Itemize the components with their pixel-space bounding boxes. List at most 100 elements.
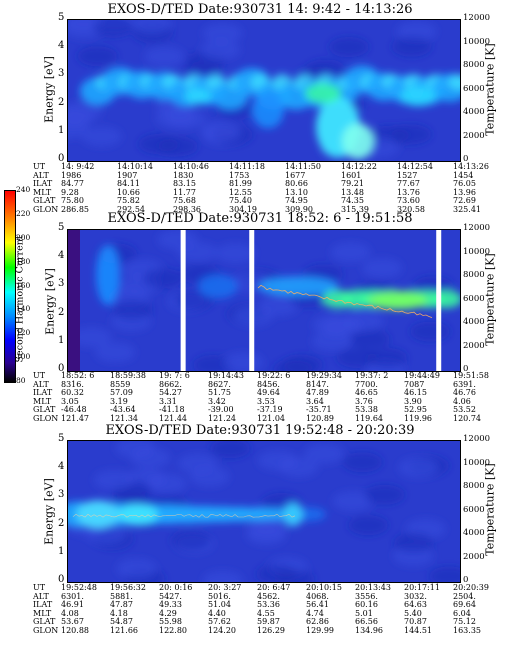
table-cell: 4.40 <box>208 608 226 618</box>
table-cell: 10.66 <box>117 187 140 197</box>
table-cell: 121.66 <box>110 626 138 635</box>
table-row-label: UT <box>33 371 46 380</box>
colorbar-tick-label: 220 <box>16 208 31 218</box>
table-cell: 5016. <box>208 591 231 601</box>
table-cell: 51.04 <box>208 600 231 610</box>
table-cell: 3.90 <box>404 396 422 406</box>
table-cell: 14:11:18 <box>229 162 265 171</box>
table-row-label: UT <box>33 583 46 592</box>
table-cell: 75.80 <box>61 196 84 206</box>
table-cell: 52.95 <box>404 405 427 415</box>
table-cell: 5.40 <box>404 608 422 618</box>
temperature-tick-label: 0 <box>463 364 469 374</box>
table-cell: 14:13:26 <box>453 162 489 171</box>
table-cell: 1907 <box>117 170 138 180</box>
table-cell: 3.42 <box>208 396 226 406</box>
intensity-blob <box>396 21 437 42</box>
panel2-plot <box>67 229 461 372</box>
table-cell: 1601 <box>341 170 362 180</box>
table-cell: 75.40 <box>229 196 252 206</box>
intensity-blob <box>448 74 460 91</box>
table-cell: 1830 <box>173 170 194 180</box>
table-cell: 47.89 <box>306 388 329 398</box>
spectrogram-layer <box>68 441 460 582</box>
foreground-marks <box>68 230 442 371</box>
panel2-ylabel: Energy [eV] <box>43 268 57 335</box>
table-cell: 81.99 <box>229 179 252 189</box>
intensity-blob <box>343 311 384 332</box>
table-cell: 47.87 <box>110 600 133 610</box>
intensity-blob <box>118 503 158 526</box>
table-cell: 14:12:54 <box>397 162 433 171</box>
table-row-label: ALT <box>33 379 49 389</box>
table-cell: 74.35 <box>341 196 364 206</box>
intensity-blob <box>336 347 377 368</box>
table-cell: 4.18 <box>110 608 128 618</box>
table-cell: 7087 <box>404 379 425 389</box>
table-cell: 2504. <box>453 591 476 601</box>
table-cell: -43.64 <box>110 405 136 415</box>
table-cell: 315.39 <box>341 205 369 214</box>
table-cell: 14:11:50 <box>285 162 321 171</box>
table-cell: 1677 <box>285 170 306 180</box>
temperature-tick-label: 6000 <box>463 504 485 515</box>
intensity-blob <box>391 36 432 57</box>
table-cell: 57.62 <box>208 617 231 627</box>
table-cell: 126.29 <box>257 626 285 635</box>
intensity-blob <box>200 39 241 60</box>
table-cell: 13.48 <box>341 187 364 197</box>
table-cell: 4068. <box>306 591 329 601</box>
intensity-blob <box>328 37 369 58</box>
table-row-label: ALT <box>33 591 49 601</box>
temperature-tick-label: 4000 <box>463 317 485 327</box>
temperature-tick-label: 8000 <box>463 481 485 491</box>
table-cell: 46.76 <box>453 388 476 398</box>
table-cell: 20:17:11 <box>404 583 440 592</box>
table-cell: 119.96 <box>404 414 432 423</box>
intensity-blob <box>304 443 345 464</box>
colorbar <box>4 190 16 383</box>
table-cell: 84.77 <box>61 179 84 189</box>
table-cell: 46.65 <box>355 388 378 398</box>
energy-tick-label: 2 <box>58 96 65 108</box>
table-cell: 14: 9:42 <box>61 162 95 171</box>
table-cell: 325.41 <box>453 205 481 214</box>
table-cell: 6301. <box>61 591 84 601</box>
colorbar-tick-label: 160 <box>16 280 31 290</box>
energy-tick-label: 5 <box>58 433 65 444</box>
table-cell: 4.55 <box>257 608 275 618</box>
intensity-blob <box>429 566 460 582</box>
intensity-blob <box>312 315 353 336</box>
table-cell: 121.34 <box>110 414 138 423</box>
table-cell: 5.01 <box>355 608 373 618</box>
panel3-title: EXOS-D/TED Date:930731 19:52:48 - 20:20:… <box>105 423 415 438</box>
energy-tick-label: 2 <box>58 517 65 529</box>
table-cell: 19:56:32 <box>110 583 146 592</box>
intensity-blob <box>157 136 198 157</box>
energy-tick-label: 5 <box>58 12 65 23</box>
table-row-label: GLON <box>33 205 59 214</box>
table-cell: 75.82 <box>117 196 140 206</box>
temperature-tick-label: 0 <box>463 154 469 164</box>
table-cell: 60.32 <box>61 388 84 398</box>
data-gap <box>436 230 442 371</box>
table-cell: 19: 7: 6 <box>159 371 190 380</box>
energy-tick-label: 3 <box>58 68 65 80</box>
energy-tick-label: 4 <box>58 40 65 52</box>
data-gap <box>68 230 80 371</box>
table-cell: 4562. <box>257 591 280 601</box>
temperature-tick-label: 0 <box>463 575 469 585</box>
table-row-label: GLON <box>33 414 59 423</box>
table-cell: 8559 <box>110 379 131 389</box>
intensity-blob <box>252 92 284 129</box>
intensity-blob <box>76 500 120 529</box>
table-cell: 1527 <box>397 170 418 180</box>
energy-tick-label: 2 <box>58 306 65 318</box>
table-cell: 57.09 <box>110 388 133 398</box>
intensity-blob <box>177 241 218 262</box>
table-cell: 124.20 <box>208 626 236 635</box>
panel3-y2label: Temperature [K] <box>483 463 497 556</box>
temperature-tick-label: 10000 <box>463 36 491 47</box>
data-gap <box>249 230 255 371</box>
table-row-label: ILAT <box>33 388 53 398</box>
